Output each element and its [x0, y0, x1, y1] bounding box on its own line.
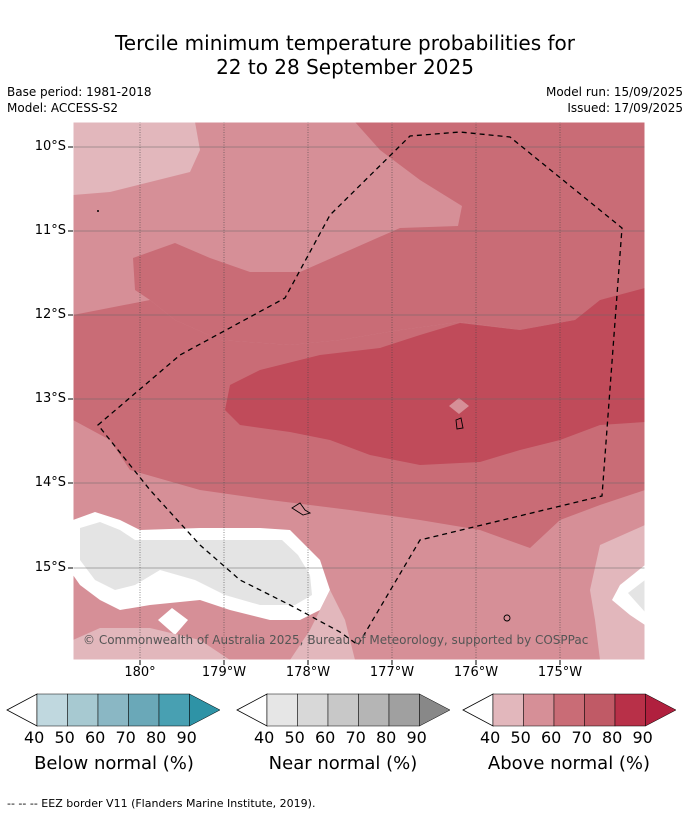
colorbar-near-segment [327, 693, 359, 727]
colorbar-below-segment [189, 693, 221, 727]
colorbar-below-segment [128, 693, 160, 727]
colorbar-above-tick: 80 [602, 728, 623, 747]
title-line-1: Tercile minimum temperature probabilitie… [114, 31, 576, 55]
lat-label-14s: 14°S [34, 475, 66, 490]
colorbar-above-tick: 50 [510, 728, 531, 747]
colorbar-below-tick: 50 [54, 728, 75, 747]
axis-ticks [68, 146, 561, 665]
colorbar-above-segment [523, 693, 555, 727]
colorbar-title-below: Below normal (%) [34, 753, 194, 774]
colorbar-near-segment [388, 693, 420, 727]
colorbar-below-tick: 90 [176, 728, 197, 747]
map-frame [72, 121, 646, 661]
colorbar-below-tick: 70 [115, 728, 136, 747]
footer-note: -- -- -- EEZ border V11 (Flanders Marine… [7, 797, 316, 810]
colorbar-near [236, 693, 451, 727]
title-line-2: 22 to 28 September 2025 [216, 55, 474, 79]
colorbar-near-tick: 40 [254, 728, 275, 747]
lon-label-177w: 177°W [369, 665, 415, 680]
graticule [139, 122, 561, 660]
lat-label-10s: 10°S [34, 139, 66, 154]
colorbar-above-tick: 90 [632, 728, 653, 747]
probability-field [73, 122, 645, 660]
colorbar-above [462, 693, 677, 727]
lat-label-11s: 11°S [34, 223, 66, 238]
colorbar-above-tick: 40 [480, 728, 501, 747]
colorbar-above-tick: 60 [541, 728, 562, 747]
colorbar-near-segment [358, 693, 390, 727]
colorbar-near-tick: 80 [376, 728, 397, 747]
colorbar-below-tick: 60 [85, 728, 106, 747]
island-dot [97, 210, 99, 212]
issued-date: Issued: 17/09/2025 [567, 101, 683, 115]
colorbar-below-extend-low [6, 693, 38, 727]
lat-label-13s: 13°S [34, 391, 66, 406]
copyright-notice: © Commonwealth of Australia 2025, Bureau… [83, 633, 589, 647]
lat-label-15s: 15°S [34, 560, 66, 575]
colorbar-below-segment [36, 693, 68, 727]
colorbar-title-above: Above normal (%) [487, 753, 651, 774]
lon-label-180: 180° [124, 665, 156, 680]
colorbar-near-segment [419, 693, 451, 727]
map [68, 121, 646, 665]
colorbar-near-tick: 90 [406, 728, 427, 747]
lon-label-179w: 179°W [201, 665, 247, 680]
lon-label-175w: 175°W [537, 665, 583, 680]
meta-left: Base period: 1981-2018 Model: ACCESS-S2 [7, 84, 152, 116]
model-run: Model run: 15/09/2025 [545, 85, 683, 99]
base-period: Base period: 1981-2018 [7, 85, 152, 99]
eez-border [97, 131, 623, 646]
lat-lines [73, 146, 645, 569]
colorbar-below-segment [97, 693, 129, 727]
colorbar-below-segment [67, 693, 99, 727]
colorbar-above-extend-low [462, 693, 494, 727]
island-small [503, 614, 511, 622]
colorbar-below-tick: 80 [146, 728, 167, 747]
colorbar-above-segment [492, 693, 524, 727]
colorbar-below-tick: 40 [24, 728, 45, 747]
meta-right: Model run: 15/09/2025 Issued: 17/09/2025 [546, 84, 683, 116]
colorbar-above-segment [614, 693, 646, 727]
colorbar-near-tick: 60 [315, 728, 336, 747]
island-wallis [455, 417, 464, 430]
colorbar-title-near: Near normal (%) [268, 753, 418, 774]
colorbar-near-tick: 70 [345, 728, 366, 747]
lat-label-12s: 12°S [34, 307, 66, 322]
colorbar-near-tick: 50 [284, 728, 305, 747]
lon-label-178w: 178°W [285, 665, 331, 680]
colorbar-above-segment [553, 693, 585, 727]
colorbar-above-segment [645, 693, 677, 727]
island-futuna [291, 502, 312, 516]
colorbar-above-tick: 70 [571, 728, 592, 747]
colorbar-near-segment [266, 693, 298, 727]
colorbar-above-segment [584, 693, 616, 727]
model-name: Model: ACCESS-S2 [7, 101, 119, 115]
colorbar-near-extend-low [236, 693, 268, 727]
colorbar-near-segment [297, 693, 329, 727]
colorbar-below-segment [158, 693, 190, 727]
lon-label-176w: 176°W [453, 665, 499, 680]
colorbar-below [6, 693, 221, 727]
chart-title: Tercile minimum temperature probabilitie… [0, 31, 690, 79]
